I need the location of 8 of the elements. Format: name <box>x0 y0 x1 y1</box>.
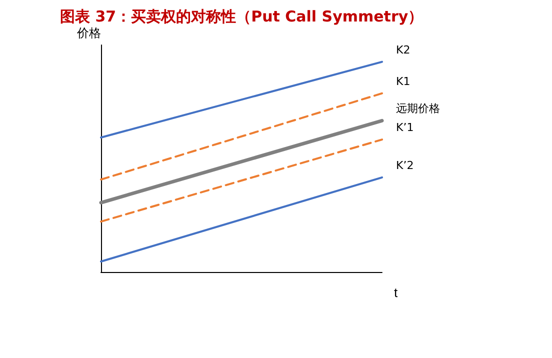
series-label: K’1 <box>396 121 414 134</box>
x-axis-title: t <box>394 285 398 300</box>
series-label: K1 <box>396 74 410 88</box>
chart-title: 图表 37：买卖权的对称性（Put Call Symmetry） <box>60 8 424 26</box>
series-label: K’2 <box>396 158 414 172</box>
y-axis-title: 价格 <box>76 26 101 40</box>
series-label: 远期价格 <box>396 102 440 116</box>
series-label: K2 <box>396 43 410 56</box>
